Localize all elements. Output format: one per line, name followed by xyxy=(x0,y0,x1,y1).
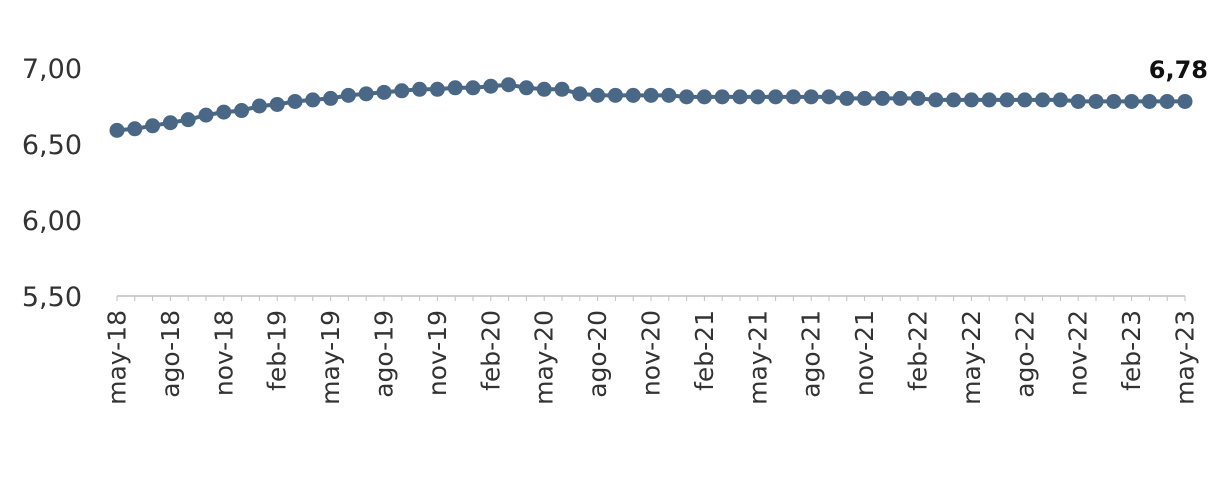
data-point xyxy=(607,87,623,103)
data-point xyxy=(216,104,232,120)
data-point xyxy=(501,77,517,93)
data-point xyxy=(839,90,855,106)
data-point xyxy=(981,92,997,108)
data-point xyxy=(109,122,125,138)
data-point xyxy=(554,81,570,97)
data-point xyxy=(1177,93,1193,109)
data-point xyxy=(429,81,445,97)
data-point xyxy=(483,78,499,94)
data-point xyxy=(180,112,196,128)
data-point xyxy=(696,89,712,105)
data-point xyxy=(251,98,267,114)
data-point xyxy=(1017,92,1033,108)
data-point xyxy=(145,118,161,134)
data-point xyxy=(1124,93,1140,109)
data-point xyxy=(1035,92,1051,108)
x-tick-label: nov-20 xyxy=(637,310,666,396)
data-point xyxy=(269,96,285,112)
data-point xyxy=(305,92,321,108)
data-point xyxy=(394,83,410,99)
data-point xyxy=(323,90,339,106)
data-point xyxy=(376,84,392,100)
data-point xyxy=(198,107,214,123)
data-point xyxy=(590,87,606,103)
x-tick-label: may-19 xyxy=(316,310,345,405)
data-point xyxy=(536,81,552,97)
data-point xyxy=(358,86,374,102)
data-point xyxy=(963,92,979,108)
y-tick-label: 6,50 xyxy=(22,130,82,161)
data-point xyxy=(340,87,356,103)
data-point xyxy=(287,93,303,109)
data-point xyxy=(892,90,908,106)
data-point xyxy=(234,103,250,119)
data-point xyxy=(518,80,534,96)
series-layer xyxy=(109,77,1193,138)
data-point xyxy=(1106,93,1122,109)
data-point xyxy=(750,89,766,105)
x-tick-label: ago-21 xyxy=(797,310,826,398)
data-point xyxy=(785,89,801,105)
data-point xyxy=(714,89,730,105)
y-tick-label: 7,00 xyxy=(22,54,82,85)
data-point xyxy=(572,86,588,102)
x-tick-label: may-23 xyxy=(1171,310,1200,405)
x-tick-label: nov-18 xyxy=(209,310,238,396)
data-point xyxy=(465,80,481,96)
data-point xyxy=(928,92,944,108)
x-tick-label: feb-20 xyxy=(476,310,505,391)
data-point xyxy=(857,90,873,106)
x-tick-label: feb-23 xyxy=(1117,310,1146,391)
last-value-label: 6,78 xyxy=(1149,56,1208,84)
data-point xyxy=(732,89,748,105)
x-tick-label: may-22 xyxy=(957,310,986,405)
data-point xyxy=(1141,93,1157,109)
data-point xyxy=(661,87,677,103)
x-tick-label: feb-21 xyxy=(690,310,719,391)
data-point xyxy=(447,80,463,96)
x-tick-label: may-20 xyxy=(530,310,559,405)
x-tick-label: ago-19 xyxy=(370,310,399,398)
x-tick-label: feb-19 xyxy=(263,310,292,391)
data-point xyxy=(803,89,819,105)
x-tick-label: nov-22 xyxy=(1064,310,1093,396)
x-tick-label: ago-18 xyxy=(156,310,185,398)
y-tick-label: 6,00 xyxy=(22,206,82,237)
x-tick-label: ago-20 xyxy=(583,310,612,398)
data-point xyxy=(999,92,1015,108)
data-point xyxy=(162,115,178,131)
x-tick-label: may-18 xyxy=(103,310,132,405)
x-tick-label: may-21 xyxy=(743,310,772,405)
y-tick-label: 5,50 xyxy=(22,282,82,313)
x-tick-label: feb-22 xyxy=(904,310,933,391)
data-point xyxy=(625,87,641,103)
data-point xyxy=(1159,93,1175,109)
data-point xyxy=(874,90,890,106)
data-point xyxy=(412,81,428,97)
data-point xyxy=(127,121,143,137)
x-tick-label: ago-22 xyxy=(1010,310,1039,398)
data-point xyxy=(679,89,695,105)
data-point xyxy=(1070,93,1086,109)
data-point xyxy=(821,89,837,105)
data-point xyxy=(643,87,659,103)
data-point xyxy=(946,92,962,108)
data-point xyxy=(768,89,784,105)
y-axis: 7,00 6,50 6,00 5,50 xyxy=(22,54,82,313)
data-point xyxy=(1052,92,1068,108)
data-point xyxy=(910,90,926,106)
data-point xyxy=(1088,93,1104,109)
x-tick-label: nov-19 xyxy=(423,310,452,396)
x-axis: may-18 ago-18 nov-18 feb-19 may-19 ago-19 nov-… xyxy=(103,295,1200,405)
x-tick-label: nov-21 xyxy=(850,310,879,396)
